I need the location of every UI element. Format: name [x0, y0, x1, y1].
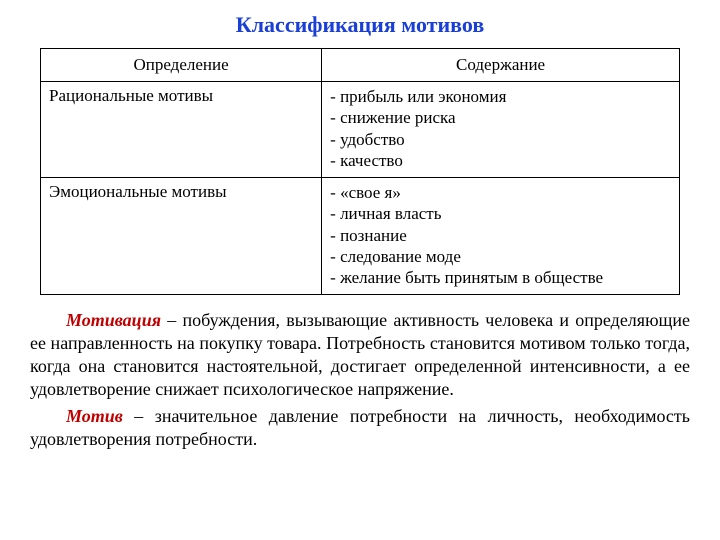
table-header-definition: Определение [41, 49, 322, 82]
paragraph: Мотивация – побуждения, вызывающие актив… [30, 309, 690, 401]
table-row: Рациональные мотивы - прибыль или эконом… [41, 82, 680, 178]
term: Мотивация [66, 310, 161, 330]
cell-content: - прибыль или экономия- снижение риска- … [322, 82, 680, 178]
motives-table: Определение Содержание Рациональные моти… [40, 48, 680, 295]
table-row: Эмоциональные мотивы - «свое я»- личная … [41, 178, 680, 295]
paragraph: Мотив – значительное давление потребност… [30, 405, 690, 451]
page-title: Классификация мотивов [30, 12, 690, 38]
cell-content: - «свое я»- личная власть- познание- сле… [322, 178, 680, 295]
cell-definition: Эмоциональные мотивы [41, 178, 322, 295]
cell-definition: Рациональные мотивы [41, 82, 322, 178]
term: Мотив [66, 406, 123, 426]
paragraph-text: – значительное давление потребности на л… [30, 406, 690, 449]
table-header-content: Содержание [322, 49, 680, 82]
